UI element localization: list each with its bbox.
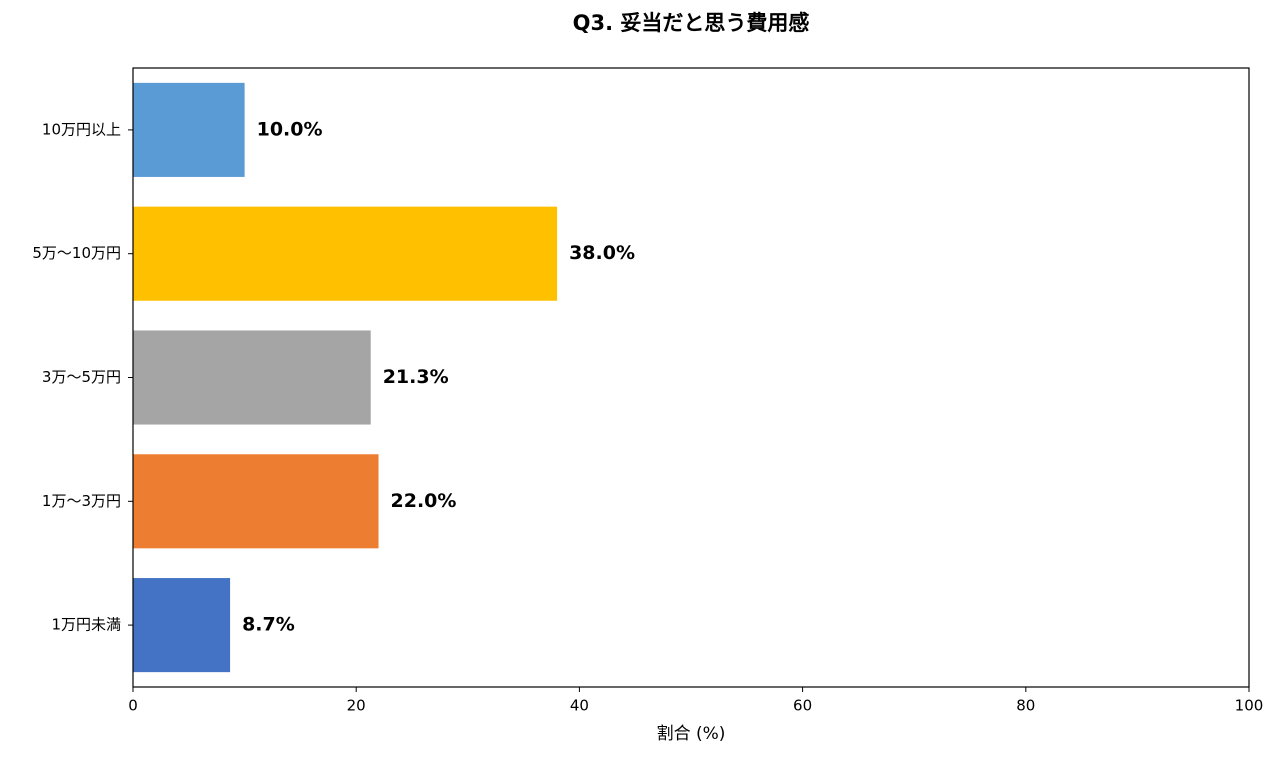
y-tick-label: 5万〜10万円	[32, 244, 121, 262]
value-label: 21.3%	[383, 366, 449, 388]
x-tick-label: 80	[1016, 697, 1035, 715]
x-tick-label: 20	[347, 697, 366, 715]
x-tick-label: 60	[793, 697, 812, 715]
value-label: 8.7%	[242, 614, 295, 636]
y-tick-label: 1万〜3万円	[42, 492, 121, 510]
bar	[133, 330, 371, 425]
value-label: 22.0%	[391, 490, 457, 512]
bar	[133, 578, 231, 673]
plot-frame	[132, 67, 1250, 688]
chart-title: Q3. 妥当だと思う費用感	[573, 11, 810, 35]
x-tick-label: 100	[1235, 697, 1264, 715]
x-tick-label: 0	[128, 697, 138, 715]
x-tick-label: 40	[570, 697, 589, 715]
value-label: 38.0%	[569, 242, 635, 264]
y-tick-label: 3万〜5万円	[42, 368, 121, 386]
bar	[133, 206, 558, 301]
y-tick-label: 10万円以上	[42, 120, 121, 138]
x-axis-label: 割合 (%)	[657, 724, 726, 744]
bar	[133, 82, 245, 177]
value-label: 10.0%	[257, 118, 323, 140]
y-tick-label: 1万円未満	[51, 616, 121, 634]
bar	[133, 454, 379, 549]
